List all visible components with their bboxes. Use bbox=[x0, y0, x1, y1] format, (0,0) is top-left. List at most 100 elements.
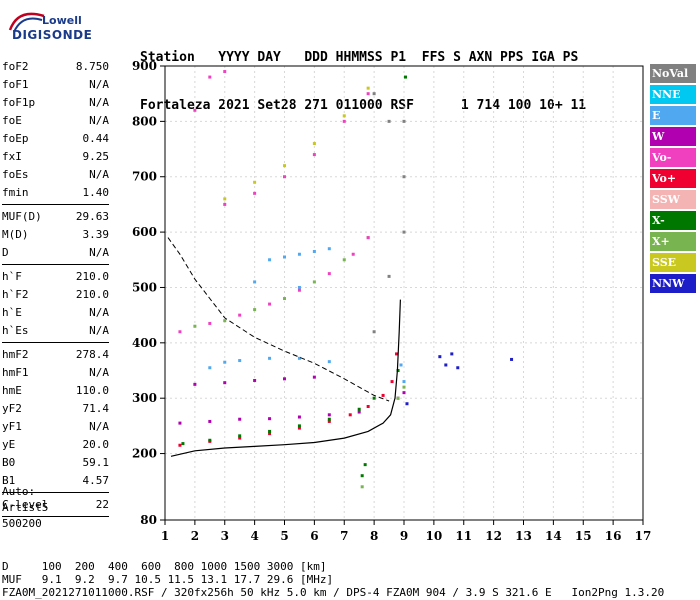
legend-item-nnw: NNW bbox=[650, 274, 696, 293]
echo-point bbox=[312, 153, 316, 157]
echo-point bbox=[268, 258, 272, 262]
param-label: B1 bbox=[2, 474, 16, 487]
y-tick-label: 200 bbox=[132, 447, 157, 461]
echo-point bbox=[438, 355, 442, 359]
param-separator bbox=[2, 342, 109, 343]
echo-point bbox=[253, 180, 257, 184]
echo-point bbox=[297, 426, 301, 430]
echo-point bbox=[223, 202, 227, 206]
param-row: hmE 110.0 bbox=[2, 382, 109, 400]
logo-line1: Lowell bbox=[42, 14, 82, 27]
echo-point bbox=[253, 378, 257, 382]
echo-point bbox=[208, 366, 212, 370]
echo-point bbox=[297, 356, 301, 360]
echo-point bbox=[327, 272, 331, 276]
param-value: 210.0 bbox=[75, 288, 109, 301]
param-row: MUF(D) 29.63 bbox=[2, 208, 109, 226]
legend-item-vo: Vo- bbox=[650, 148, 696, 167]
echo-point bbox=[327, 417, 331, 421]
echo-point bbox=[223, 197, 227, 201]
chart-axes: 1 2 3 4 5 6 7 8 9 10 11 12 13 14 15 16 17802003004005006… bbox=[132, 59, 651, 543]
param-value: N/A bbox=[89, 306, 109, 319]
param-label: foF2 bbox=[2, 60, 29, 73]
param-row: foF1 N/A bbox=[2, 76, 109, 94]
param-label: fmin bbox=[2, 186, 29, 199]
echo-point bbox=[178, 330, 182, 334]
x-tick-label: 9 bbox=[400, 529, 408, 543]
x-tick-label: 11 bbox=[455, 529, 472, 543]
param-row: B1 4.57 bbox=[2, 472, 109, 490]
param-value: 9.25 bbox=[82, 150, 110, 163]
x-tick-label: 15 bbox=[575, 529, 592, 543]
echo-point bbox=[297, 415, 301, 419]
echo-point bbox=[268, 432, 272, 436]
y-tick-label: 300 bbox=[132, 391, 157, 405]
legend-item-e: E bbox=[650, 106, 696, 125]
param-label: yF2 bbox=[2, 402, 22, 415]
x-tick-label: 5 bbox=[280, 529, 288, 543]
echo-point bbox=[456, 366, 460, 370]
x-tick-label: 8 bbox=[370, 529, 378, 543]
echo-point bbox=[327, 247, 331, 251]
echo-point bbox=[223, 70, 227, 74]
echo-point bbox=[387, 274, 391, 278]
echo-point bbox=[366, 405, 370, 408]
param-label: h`Es bbox=[2, 324, 29, 337]
echo-point bbox=[402, 230, 406, 234]
echo-point bbox=[178, 421, 182, 425]
x-tick-label: 10 bbox=[426, 529, 443, 543]
echo-point bbox=[372, 92, 376, 96]
echo-point bbox=[312, 280, 316, 284]
param-value: N/A bbox=[89, 324, 109, 337]
param-label: yF1 bbox=[2, 420, 22, 433]
echo-point bbox=[208, 419, 212, 423]
param-row: foF2 8.750 bbox=[2, 58, 109, 76]
echo-point bbox=[395, 352, 399, 356]
echo-point bbox=[357, 407, 361, 411]
param-value: N/A bbox=[89, 96, 109, 109]
legend-item-noval: NoVal bbox=[650, 64, 696, 83]
param-row: h`F 210.0 bbox=[2, 268, 109, 286]
param-row: yF1 N/A bbox=[2, 418, 109, 436]
legend-item-x: X+ bbox=[650, 232, 696, 251]
echo-point bbox=[348, 413, 352, 417]
param-value: N/A bbox=[89, 246, 109, 259]
y-tick-label: 900 bbox=[132, 59, 157, 73]
echo-point bbox=[223, 319, 227, 323]
echo-point bbox=[366, 236, 370, 240]
header-values: Fortaleza 2021 Set28 271 011000 RSF 1 71… bbox=[140, 98, 587, 113]
profile-curves bbox=[167, 237, 401, 457]
param-row: yF2 71.4 bbox=[2, 400, 109, 418]
echo-point bbox=[327, 360, 331, 364]
x-tick-label: 3 bbox=[221, 529, 229, 543]
echo-point bbox=[312, 142, 316, 146]
legend-item-nne: NNE bbox=[650, 85, 696, 104]
echo-point bbox=[283, 164, 286, 168]
header-labels: Station YYYY DAY DDD HHMMSS P1 FFS S AXN… bbox=[140, 50, 579, 65]
param-row: foEp 0.44 bbox=[2, 130, 109, 148]
echo-point bbox=[193, 382, 197, 386]
echo-point bbox=[327, 419, 331, 423]
echo-point bbox=[208, 75, 212, 79]
scaled-parameters-panel: foF2 8.750 foF1 N/A foF1p N/A foE N/A foEp 0.44 fx… bbox=[2, 58, 109, 520]
echo-point bbox=[390, 380, 394, 384]
echo-point bbox=[238, 434, 242, 438]
x-tick-label: 12 bbox=[485, 529, 502, 543]
y-tick-label: 80 bbox=[140, 513, 157, 527]
lowell-digisonde-logo: Lowell DIGISONDE bbox=[6, 6, 92, 50]
echo-point bbox=[402, 391, 406, 395]
param-value: 1.40 bbox=[82, 186, 110, 199]
param-label: hmF2 bbox=[2, 348, 29, 361]
param-value: 59.1 bbox=[82, 456, 110, 469]
echo-point bbox=[357, 410, 361, 414]
echo-point bbox=[402, 380, 406, 384]
param-label: hmE bbox=[2, 384, 22, 397]
echo-point bbox=[193, 108, 197, 112]
echo-point bbox=[181, 442, 185, 446]
echo-point bbox=[253, 280, 257, 284]
param-value: 210.0 bbox=[75, 270, 109, 283]
x-tick-label: 7 bbox=[340, 529, 348, 543]
legend-item-ssw: SSW bbox=[650, 190, 696, 209]
echo-point bbox=[283, 175, 286, 179]
echo-point bbox=[450, 352, 454, 356]
